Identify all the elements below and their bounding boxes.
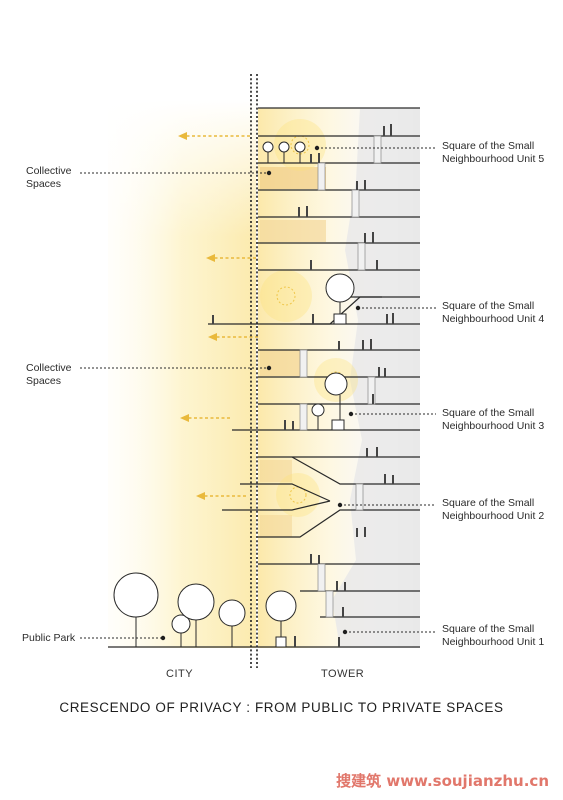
- unit-leader-lines: [314, 145, 436, 635]
- label-line: Square of the Small: [442, 300, 535, 312]
- label-line: Square of the Small: [442, 497, 535, 509]
- diagram-title: CRESCENDO OF PRIVACY : FROM PUBLIC TO PR…: [59, 700, 504, 715]
- label-line: Neighbourhood Unit 2: [442, 510, 545, 522]
- collective-spaces-label-upper: Collective Spaces: [26, 165, 72, 191]
- unit-3-label: Square of the Small Neighbourhood Unit 3: [442, 407, 544, 433]
- label-line: Neighbourhood Unit 4: [442, 313, 545, 325]
- label-line: Collective: [26, 165, 72, 177]
- floor-slabs: [108, 107, 420, 648]
- outward-view-arrows: [178, 132, 258, 500]
- label-line: Square of the Small: [442, 140, 535, 152]
- label-line: Neighbourhood Unit 3: [442, 420, 545, 432]
- unit-2-label: Square of the Small Neighbourhood Unit 2: [442, 497, 544, 523]
- unit-5-label: Square of the Small Neighbourhood Unit 5: [442, 140, 544, 166]
- label-line: Neighbourhood Unit 1: [442, 636, 545, 648]
- collective-leader-lines: [80, 170, 272, 641]
- watermark: 搜建筑 www.soujianzhu.cn: [336, 772, 549, 790]
- public-park-label: Public Park: [22, 632, 76, 644]
- stair-cores: [299, 135, 382, 618]
- label-line: Square of the Small: [442, 623, 535, 635]
- label-line: Neighbourhood Unit 5: [442, 153, 545, 165]
- people-figures: [212, 124, 394, 647]
- unit-4-label: Square of the Small Neighbourhood Unit 4: [442, 300, 544, 326]
- tower-zone-label: TOWER: [321, 668, 365, 680]
- collective-spaces-label-lower: Collective Spaces: [26, 362, 72, 388]
- label-line: Square of the Small: [442, 407, 535, 419]
- city-zone-label: CITY: [166, 668, 194, 680]
- label-line: Spaces: [26, 375, 62, 387]
- unit-1-label: Square of the Small Neighbourhood Unit 1: [442, 623, 544, 649]
- park-trees: [113, 141, 355, 648]
- label-line: Spaces: [26, 178, 62, 190]
- label-line: Collective: [26, 362, 72, 374]
